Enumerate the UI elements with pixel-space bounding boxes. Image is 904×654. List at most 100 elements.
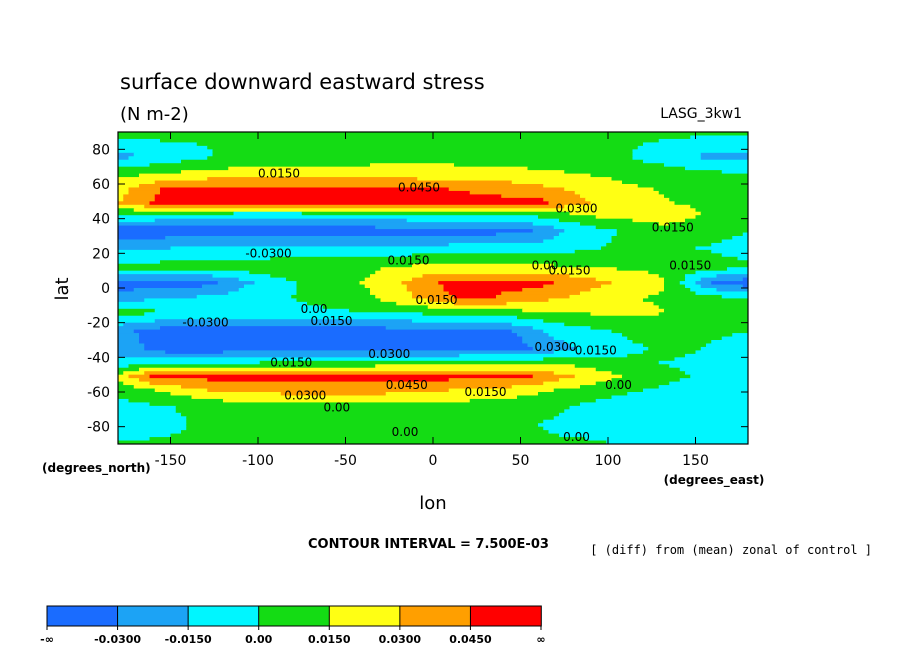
field-cell — [648, 346, 702, 351]
field-cell — [118, 378, 140, 383]
field-cell — [448, 242, 607, 247]
field-cell — [658, 305, 748, 310]
field-cell — [406, 288, 445, 293]
field-cell — [160, 326, 387, 331]
x-tick-label: -50 — [334, 453, 357, 469]
field-cell — [595, 398, 748, 403]
field-cell — [522, 340, 565, 345]
field-cell — [700, 277, 744, 282]
field-cell — [616, 232, 744, 237]
y-axis: -80 -60 -40 -20 0 20 40 60 80 — [87, 142, 748, 436]
field-cell — [160, 187, 450, 192]
field-cell — [595, 381, 670, 386]
field-cell — [118, 381, 124, 386]
contour-field — [118, 132, 748, 444]
field-cell — [532, 229, 565, 234]
field-cell — [454, 294, 497, 299]
field-cell — [527, 166, 686, 171]
field-cell — [532, 374, 576, 379]
field-cell — [700, 152, 748, 157]
field-cell — [700, 156, 748, 161]
field-cell — [118, 242, 450, 247]
field-cell — [170, 433, 560, 438]
field-cell — [685, 218, 748, 223]
field-cell — [616, 229, 748, 234]
field-cell — [543, 284, 602, 289]
field-cell — [564, 204, 691, 209]
field-cell — [559, 412, 748, 417]
colorbar-label: 0.0450 — [449, 633, 492, 646]
field-cell — [207, 388, 450, 393]
field-cell — [427, 298, 550, 303]
field-cell — [118, 249, 576, 254]
field-cell — [118, 232, 497, 237]
field-cell — [517, 395, 613, 400]
field-cell — [144, 343, 529, 348]
field-cell — [128, 364, 376, 369]
field-cell — [585, 437, 748, 442]
field-cell — [742, 232, 748, 237]
field-cell — [385, 392, 539, 397]
field-cell — [181, 170, 565, 175]
colorbar-swatch — [187, 605, 260, 627]
field-cell — [616, 267, 728, 272]
field-cell — [412, 291, 450, 296]
colorbar-swatch — [469, 605, 542, 627]
field-cell — [154, 388, 208, 393]
colorbar-label: -0.0150 — [165, 633, 212, 646]
field-cell — [118, 194, 124, 199]
field-cell — [123, 194, 156, 199]
field-cell — [685, 274, 718, 279]
colorbar: -∞ -0.0300 -0.0150 0.00 0.0150 0.0300 0.0450 ∞ — [40, 605, 546, 646]
field-cell — [207, 378, 450, 383]
field-cell — [590, 312, 660, 317]
field-cell — [139, 336, 523, 341]
field-cell — [196, 142, 644, 147]
field-cell — [695, 281, 712, 286]
field-cell — [228, 291, 298, 296]
colorbar-label: 0.0300 — [379, 633, 422, 646]
x-axis: -150 -100 -50 0 50 100 150 — [155, 132, 709, 469]
field-cell — [118, 364, 130, 369]
field-cell — [727, 267, 748, 272]
y-tick-label: 80 — [92, 142, 110, 158]
diff-note: [ (diff) from (mean) zonal of control ] — [590, 543, 872, 557]
field-cell — [412, 319, 544, 324]
field-cell — [611, 371, 686, 376]
field-cell — [585, 197, 670, 202]
field-cell — [223, 398, 471, 403]
field-cell — [139, 367, 597, 372]
colorbar-label: -0.0300 — [94, 633, 141, 646]
colorbar-label: 0.0150 — [308, 633, 351, 646]
field-cell — [118, 388, 156, 393]
field-cell — [139, 378, 208, 383]
field-cell — [133, 208, 697, 213]
field-cell — [149, 402, 581, 407]
field-cell — [721, 170, 748, 175]
field-cell — [118, 395, 193, 400]
field-cell — [144, 204, 565, 209]
field-cell — [406, 218, 560, 223]
field-cell — [664, 194, 748, 199]
field-cell — [375, 294, 413, 299]
field-cell — [144, 371, 555, 376]
field-cell — [580, 385, 660, 390]
field-cell — [118, 426, 187, 431]
field-cell — [154, 319, 413, 324]
field-cell — [448, 388, 555, 393]
field-cell — [543, 329, 613, 334]
contour-label: 0.0300 — [535, 340, 577, 354]
field-cell — [301, 211, 571, 216]
y-axis-label: lat — [52, 277, 73, 300]
field-cell — [154, 180, 513, 185]
field-cell — [207, 177, 418, 182]
field-cell — [118, 225, 376, 230]
field-cell — [191, 395, 518, 400]
field-cell — [422, 312, 592, 317]
field-cell — [149, 381, 544, 386]
field-cell — [643, 142, 748, 147]
field-cell — [233, 211, 303, 216]
field-cell — [118, 301, 308, 306]
contour-label: -0.0300 — [182, 316, 228, 330]
field-cell — [118, 152, 135, 157]
